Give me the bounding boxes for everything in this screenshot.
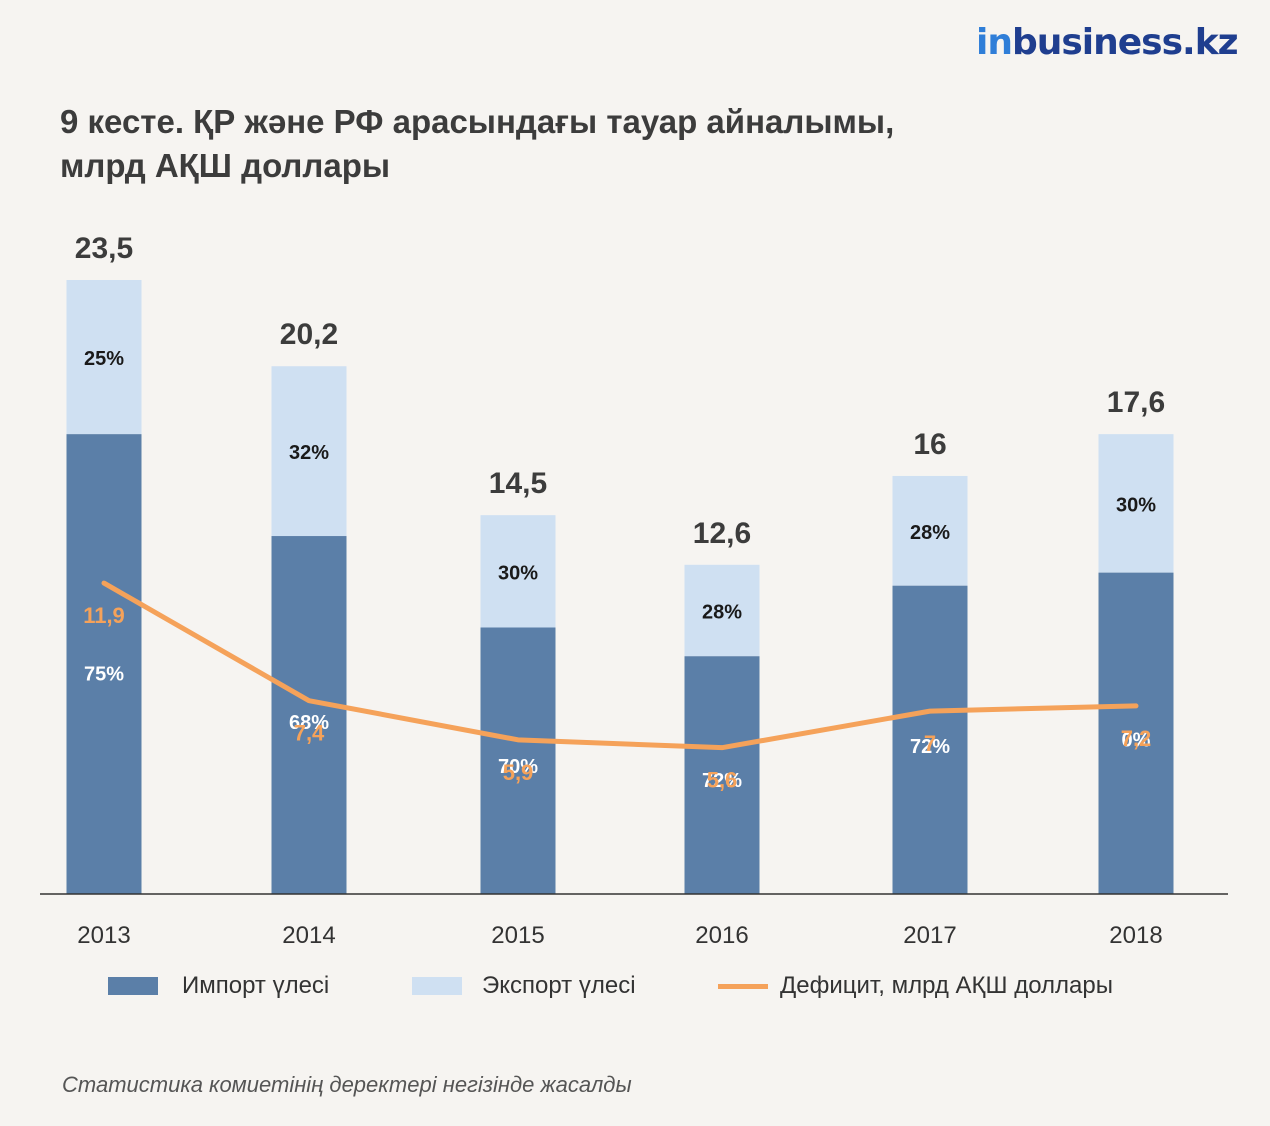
source-note: Статистика комиетінің деректері негізінд… bbox=[62, 1072, 632, 1097]
bar-export-2015 bbox=[480, 515, 556, 628]
export-share-label-2013: 25% bbox=[84, 348, 124, 370]
bar-import-2013 bbox=[66, 434, 142, 894]
import-share-label-2013: 75% bbox=[84, 663, 124, 685]
deficit-label-2016: 5,6 bbox=[707, 768, 738, 793]
legend-label-deficit: Дефицит, млрд АҚШ доллары bbox=[780, 972, 1113, 999]
import-share-label-2015: 70% bbox=[498, 756, 538, 778]
total-label-2016: 12,6 bbox=[693, 517, 751, 550]
x-tick-2013: 2013 bbox=[77, 922, 130, 949]
bar-export-2016 bbox=[684, 564, 760, 657]
total-label-2014: 20,2 bbox=[280, 318, 338, 351]
x-tick-2014: 2014 bbox=[282, 922, 335, 949]
legend-label-export: Экспорт үлесі bbox=[482, 972, 636, 999]
x-tick-2016: 2016 bbox=[695, 922, 748, 949]
bar-import-2015 bbox=[480, 627, 556, 894]
deficit-label-2014: 7,4 bbox=[294, 721, 325, 746]
deficit-label-2013: 11,9 bbox=[83, 603, 125, 628]
bar-export-2014 bbox=[271, 366, 347, 537]
x-tick-2015: 2015 bbox=[491, 922, 544, 949]
bar-import-2016 bbox=[684, 656, 760, 894]
export-share-label-2018: 30% bbox=[1116, 494, 1156, 516]
bar-import-2017 bbox=[892, 585, 968, 894]
bar-export-2013 bbox=[66, 280, 142, 435]
total-label-2017: 16 bbox=[913, 428, 946, 461]
import-share-label-2014: 68% bbox=[289, 712, 329, 734]
brand-prefix: in bbox=[976, 22, 1013, 63]
legend-swatch-import bbox=[108, 977, 158, 995]
chart-title: 9 кесте. ҚР және РФ арасындағы тауар айн… bbox=[60, 100, 894, 188]
export-share-label-2015: 30% bbox=[498, 562, 538, 584]
export-share-label-2016: 28% bbox=[702, 602, 742, 624]
total-label-2013: 23,5 bbox=[75, 232, 133, 265]
bar-import-2014 bbox=[271, 536, 347, 894]
import-share-label-2017: 72% bbox=[910, 736, 950, 758]
bar-import-2018 bbox=[1098, 572, 1174, 894]
deficit-line bbox=[101, 580, 1139, 751]
bar-export-2018 bbox=[1098, 434, 1174, 573]
legend-swatch-export bbox=[412, 977, 462, 995]
legend-label-import: Импорт үлесі bbox=[182, 972, 330, 999]
x-tick-2017: 2017 bbox=[903, 922, 956, 949]
export-share-label-2017: 28% bbox=[910, 522, 950, 544]
chart-title-line1: 9 кесте. ҚР және РФ арасындағы тауар айн… bbox=[60, 103, 895, 140]
legend-swatch-deficit bbox=[718, 984, 768, 989]
total-label-2018: 17,6 bbox=[1107, 386, 1165, 419]
total-label-2015: 14,5 bbox=[489, 467, 547, 500]
deficit-label-2018: 7,2 bbox=[1121, 726, 1152, 751]
export-share-label-2014: 32% bbox=[289, 442, 329, 464]
deficit-label-2015: 5,9 bbox=[503, 760, 534, 785]
x-tick-2018: 2018 bbox=[1109, 922, 1162, 949]
bar-export-2017 bbox=[892, 475, 968, 586]
import-share-label-2018: 0% bbox=[1122, 730, 1151, 752]
import-share-label-2016: 72% bbox=[702, 770, 742, 792]
brand-logo: inbusiness.kz bbox=[976, 22, 1239, 63]
chart-title-line2: млрд АҚШ доллары bbox=[60, 147, 391, 184]
brand-name: business.kz bbox=[1011, 22, 1239, 63]
deficit-label-2017: 7 bbox=[924, 731, 936, 756]
